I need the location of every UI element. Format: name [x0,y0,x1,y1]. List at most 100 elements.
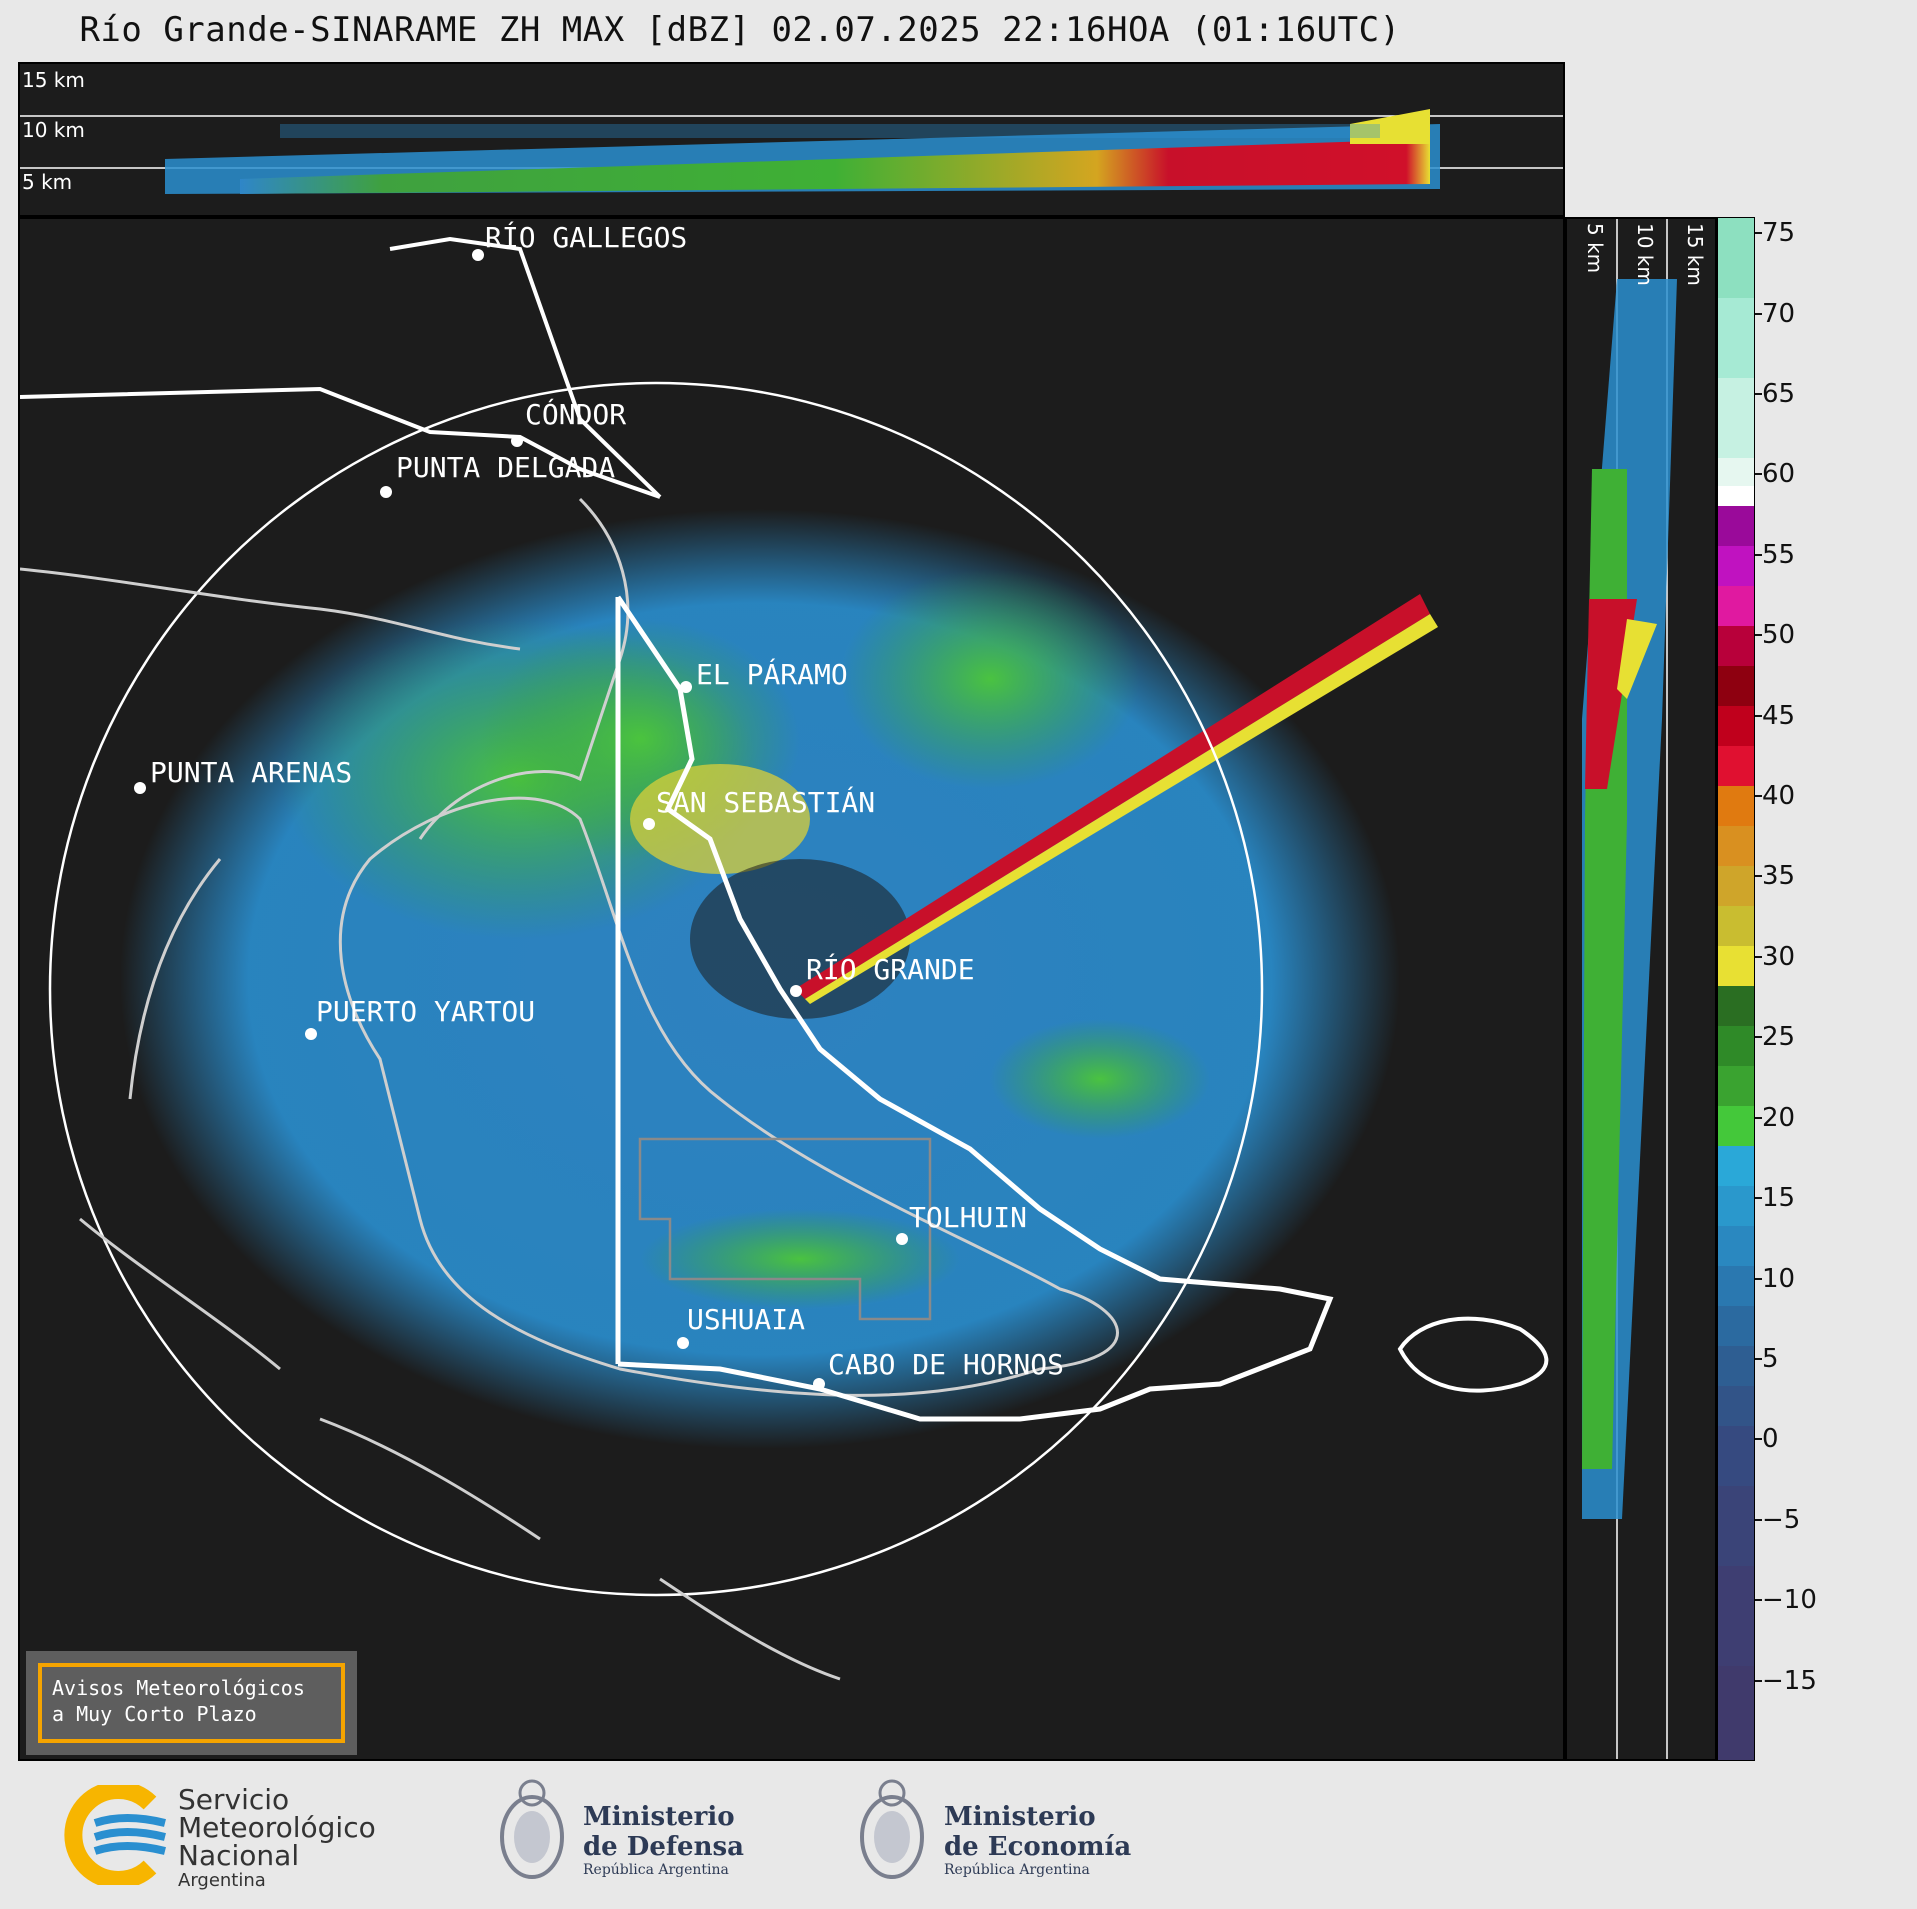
echo-green-ne [840,569,1140,789]
city-label-ushuaia: USHUAIA [687,1303,805,1336]
coastline-west [20,567,841,1681]
city-dot-cabo-de-hornos [813,1378,825,1390]
colorbar-tick-label: 40 [1762,781,1796,811]
defensa-line-3: República Argentina [583,1862,729,1878]
colorbar-tick-label: 70 [1762,298,1796,329]
colorbar [1717,217,1755,1761]
smn-line-4: Argentina [178,1870,266,1891]
colorbar-tick-label: 35 [1762,861,1796,892]
economia-text: Ministerio de Economía República Argenti… [944,1802,1131,1878]
colorbar-tickmark [1755,1116,1762,1119]
city-dot-punta-delgada [380,486,392,498]
defensa-text: Ministerio de Defensa República Argentin… [583,1802,744,1878]
echo-spike-red [795,594,1430,999]
echo-spike-yellow [805,614,1438,1004]
city-label-tolhuin: TOLHUIN [909,1201,1027,1234]
lake-fagnano-boundary [638,1137,932,1321]
city-label-el-paramo: EL PÁRAMO [696,657,848,691]
colorbar-tick-label: 65 [1762,378,1796,409]
coat-of-arms-icon [860,1779,924,1879]
right-alt-15km: 15 km [1683,223,1707,286]
colorbar-tickmark [1755,714,1762,717]
notice-box-frame: Avisos Meteorológicos a Muy Corto Plazo [38,1663,345,1743]
city-label-rio-gallegos: RÍO GALLEGOS [485,220,687,254]
colorbar-tickmark [1755,1599,1762,1602]
border-north [20,386,661,499]
colorbar-tick-label: −5 [1762,1504,1801,1535]
colorbar-tickmark [1755,875,1762,878]
smn-line-2: Meteorológico [178,1811,376,1844]
right-cross-section: 5 km 10 km 15 km [1565,217,1717,1761]
colorbar-tickmark [1755,1357,1762,1360]
colorbar-tickmark [1755,232,1762,235]
colorbar-tick-label: 30 [1762,941,1796,972]
notice-line-2: a Muy Corto Plazo [52,1702,257,1726]
smn-line-1: Servicio [178,1783,290,1816]
smn-line-3: Nacional [178,1839,300,1872]
right-echo-yellow [1617,619,1657,699]
echo-green-east [990,1019,1210,1139]
economia-seal [856,1775,928,1895]
colorbar-tick-label: 15 [1762,1183,1796,1214]
colorbar-tick-label: 50 [1762,620,1796,651]
colorbar-tick-label: 55 [1762,539,1796,570]
economia-line-1: Ministerio [944,1802,1096,1832]
echo-green-south [640,1209,960,1309]
colorbar-tick-label: 0 [1762,1424,1779,1455]
colorbar-tick-label: 60 [1762,459,1796,490]
city-label-rio-grande: RÍO GRANDE [806,952,975,986]
city-dot-condor [511,435,523,447]
colorbar-tick-label: −15 [1762,1665,1817,1696]
range-ring [48,381,1264,1597]
colorbar-tickmark [1755,553,1762,556]
city-dot-ushuaia [677,1337,689,1349]
colorbar-svg [1718,218,1754,1760]
colorbar-tick-label: 25 [1762,1022,1796,1053]
notice-line-1: Avisos Meteorológicos [52,1676,305,1700]
city-dot-tolhuin [896,1233,908,1245]
right-cross-section-svg [1582,219,1677,1759]
city-label-san-sebastian: SAN SEBASTIÁN [656,785,875,819]
colorbar-tickmark [1755,392,1762,395]
road-east-coast [615,595,1334,1422]
chart-title: Río Grande-SINARAME ZH MAX [dBZ] 02.07.2… [79,10,1401,50]
colorbar-tick-label: −10 [1762,1585,1817,1616]
top-cross-section-svg [20,109,1563,194]
colorbar-tickmark [1755,1036,1762,1039]
colorbar-tickmark [1755,634,1762,637]
colorbar-tickmark [1755,1197,1762,1200]
city-dot-rio-grande [790,985,802,997]
top-cross-section: 15 km 10 km 5 km [18,62,1565,217]
coastline-strait [418,497,630,840]
radar-map[interactable]: RÍO GALLEGOS CÓNDOR PUNTA DELGADA EL PÁR… [18,217,1565,1761]
top-echo-top [1350,109,1430,144]
colorbar-tick-label: 5 [1762,1343,1779,1374]
city-dot-el-paramo [680,681,692,693]
top-alt-5km: 5 km [22,170,73,194]
coat-of-arms-icon [500,1779,564,1879]
colorbar-tickmark [1755,473,1762,476]
radar-map-svg[interactable]: RÍO GALLEGOS CÓNDOR PUNTA DELGADA EL PÁR… [20,219,1565,1761]
economia-line-3: República Argentina [944,1862,1090,1878]
echo-yellow-core [630,764,810,874]
colorbar-tickmark [1755,955,1762,958]
colorbar-tickmark [1755,1679,1762,1682]
city-label-punta-delgada: PUNTA DELGADA [396,451,615,484]
city-label-condor: CÓNDOR [525,397,626,431]
road-north [389,236,662,499]
colorbar-tick-label: 20 [1762,1102,1796,1133]
colorbar-tick-label: 75 [1762,218,1796,249]
right-alt-10km: 10 km [1633,223,1657,286]
city-dot-punta-arenas [134,782,146,794]
defensa-line-2: de Defensa [583,1832,744,1862]
economia-line-2: de Economía [944,1832,1132,1862]
top-echo-core [240,139,1430,194]
smn-logo-text: Servicio Meteorológico Nacional Argentin… [178,1786,376,1892]
colorbar-tickmark [1755,795,1762,797]
colorbar-tickmark [1755,312,1762,315]
city-dot-puerto-yartou [305,1028,317,1040]
right-alt-5km: 5 km [1583,223,1607,274]
defensa-seal [496,1775,568,1895]
smn-logo-icon [64,1781,166,1889]
top-alt-10km: 10 km [22,118,85,142]
